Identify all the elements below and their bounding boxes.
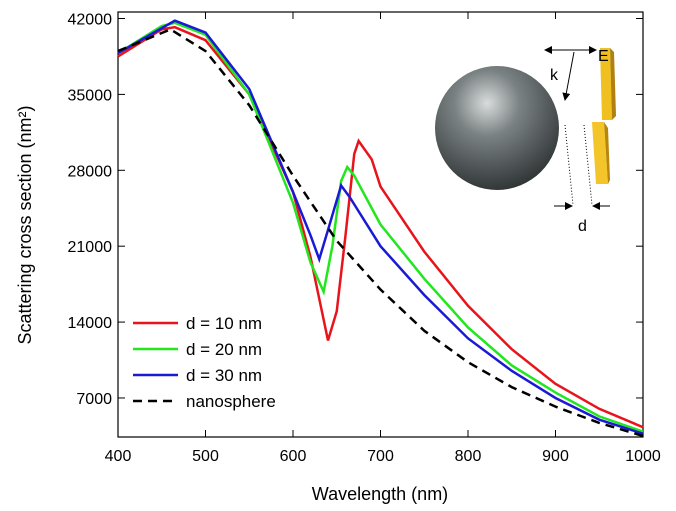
x-tick-label: 400	[105, 448, 132, 465]
y-tick-label: 28000	[68, 163, 113, 180]
guide	[564, 124, 574, 206]
annotation: d	[578, 218, 587, 235]
bar-top-side	[610, 48, 616, 120]
x-tick-label: 600	[280, 448, 307, 465]
y-tick-label: 42000	[68, 12, 113, 29]
x-tick-label: 800	[455, 448, 482, 465]
y-tick-label: 21000	[68, 239, 113, 256]
bar-top	[600, 48, 612, 120]
x-tick-label: 900	[542, 448, 569, 465]
annotation: k	[550, 67, 559, 84]
legend-label: d = 20 nm	[186, 340, 262, 359]
sphere	[435, 66, 559, 190]
bar-bottom-side	[604, 122, 610, 184]
series-line	[117, 21, 644, 433]
x-axis-label: Wavelength (nm)	[312, 484, 448, 504]
bar-bottom	[592, 122, 608, 184]
y-tick-label: 35000	[68, 87, 113, 104]
legend-label: d = 30 nm	[186, 366, 262, 385]
legend-label: nanosphere	[186, 392, 276, 411]
series-line	[117, 19, 644, 435]
x-tick-label: 500	[192, 448, 219, 465]
guide	[583, 124, 593, 206]
y-tick-label: 14000	[68, 315, 113, 332]
series-line	[117, 27, 644, 438]
y-axis-label: Scattering cross section (nm²)	[15, 105, 35, 344]
annotation: E	[598, 48, 609, 65]
x-tick-label: 700	[367, 448, 394, 465]
x-tick-label: 1000	[625, 448, 661, 465]
series-line	[117, 25, 644, 429]
y-tick-label: 7000	[76, 391, 112, 408]
arrow	[562, 51, 575, 101]
legend-label: d = 10 nm	[186, 314, 262, 333]
inset: E k d	[435, 46, 616, 235]
